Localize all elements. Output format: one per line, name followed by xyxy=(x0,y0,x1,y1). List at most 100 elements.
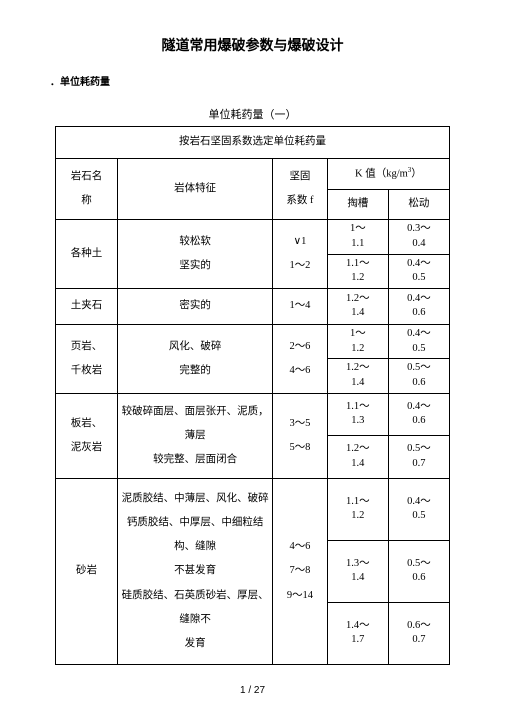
throw-cell: 1.1～1.2 xyxy=(327,478,388,540)
loose-cell: 0.5～0.6 xyxy=(388,540,449,602)
loose-cell: 0.3～0.4 xyxy=(388,220,449,254)
cell-text: 9～14 xyxy=(275,584,325,608)
coef-cell: 1～4 xyxy=(273,288,328,324)
cell-text: 1.4 xyxy=(330,571,386,586)
cell-text: 完整的 xyxy=(120,359,270,383)
cell-text: 1.2 xyxy=(330,509,386,524)
cell-text: 1.3～ xyxy=(330,557,386,572)
loose-cell: 0.4～0.5 xyxy=(388,324,449,358)
coef-cell: 2～6 4～6 xyxy=(273,324,328,393)
cell-text: 0.6～ xyxy=(391,619,447,634)
header-text: K 值（kg/m xyxy=(355,168,408,179)
cell-text: 1.7 xyxy=(330,633,386,648)
feature-cell: 风化、破碎 完整的 xyxy=(118,324,273,393)
cell-text: 1～ xyxy=(330,327,386,342)
header-text: 坚固 xyxy=(275,165,325,189)
cell-text: 5～8 xyxy=(275,436,325,460)
cell-text: 0.6 xyxy=(391,414,447,429)
cell-text: 1.4～ xyxy=(330,619,386,634)
feature-cell: 较松软 坚实的 xyxy=(118,220,273,289)
header-text: 系数 f xyxy=(275,189,325,213)
cell-text: 7～8 xyxy=(275,559,325,583)
cell-text: 0.5 xyxy=(391,509,447,524)
loose-cell: 0.5～0.7 xyxy=(388,436,449,479)
main-table: 按岩石坚固系数选定单位耗药量 岩石名 称 岩体特征 坚固 系数 f K 值（kg… xyxy=(55,126,450,665)
cell-text: 0.5 xyxy=(391,342,447,357)
cell-text: 1.2 xyxy=(330,271,386,286)
cell-text: 泥质胶结、中薄层、风化、破碎 xyxy=(120,487,270,511)
throw-cell: 1.2～1.4 xyxy=(327,359,388,393)
cell-text: 页岩、 xyxy=(58,335,115,359)
header-kvalue: K 值（kg/m3） xyxy=(327,158,449,189)
feature-cell: 泥质胶结、中薄层、风化、破碎 钙质胶结、中厚层、中细粒结构、缝隙 不甚发育 硅质… xyxy=(118,478,273,664)
cell-text: 泥灰岩 xyxy=(58,436,115,460)
loose-cell: 0.4～0.5 xyxy=(388,254,449,288)
cell-text: 0.4 xyxy=(391,237,447,252)
throw-cell: 1.2～1.4 xyxy=(327,288,388,324)
header-throw: 掏槽 xyxy=(327,190,388,220)
cell-text: 0.5～ xyxy=(391,557,447,572)
loose-cell: 0.4～0.6 xyxy=(388,393,449,436)
cell-text: 1.2～ xyxy=(330,442,386,457)
cell-text: 1～2 xyxy=(275,254,325,278)
rockname-cell: 各种土 xyxy=(56,220,118,289)
throw-cell: 1.3～1.4 xyxy=(327,540,388,602)
cell-text: 0.7 xyxy=(391,457,447,472)
header-feature: 岩体特征 xyxy=(118,158,273,219)
cell-text: 较破碎面层、面层张开、泥质，薄层 xyxy=(120,400,270,448)
cell-text: 风化、破碎 xyxy=(120,335,270,359)
header-rockname: 岩石名 称 xyxy=(56,158,118,219)
cell-text: 0.6 xyxy=(391,306,447,321)
header-loose: 松动 xyxy=(388,190,449,220)
throw-cell: 1.4～1.7 xyxy=(327,602,388,664)
cell-text: 坚实的 xyxy=(120,254,270,278)
cell-text: 1～ xyxy=(330,222,386,237)
cell-text: 4～6 xyxy=(275,359,325,383)
cell-text: 千枚岩 xyxy=(58,359,115,383)
coef-cell: 3～5 5～8 xyxy=(273,393,328,478)
cell-text: 0.4～ xyxy=(391,495,447,510)
header-coef: 坚固 系数 f xyxy=(273,158,328,219)
feature-cell: 密实的 xyxy=(118,288,273,324)
throw-cell: 1～1.1 xyxy=(327,220,388,254)
cell-text: 1.4 xyxy=(330,457,386,472)
cell-text: 0.4～ xyxy=(391,257,447,272)
cell-text: 0.5～ xyxy=(391,442,447,457)
cell-text: 0.7 xyxy=(391,633,447,648)
rockname-cell: 页岩、 千枚岩 xyxy=(56,324,118,393)
cell-text: 1.3 xyxy=(330,414,386,429)
throw-cell: 1.1～1.3 xyxy=(327,393,388,436)
cell-text: 1.2～ xyxy=(330,292,386,307)
cell-text: 0.4～ xyxy=(391,327,447,342)
cell-text: 1.4 xyxy=(330,376,386,391)
cell-text: 1.1～ xyxy=(330,257,386,272)
cell-text: 1.1～ xyxy=(330,495,386,510)
loose-cell: 0.4～0.6 xyxy=(388,288,449,324)
cell-text: 0.6 xyxy=(391,571,447,586)
header-text: 岩石名 xyxy=(58,165,115,189)
cell-text: 1.1～ xyxy=(330,400,386,415)
cell-text: 硅质胶结、石英质砂岩、厚层、缝隙不 xyxy=(120,584,270,632)
document-title: 隧道常用爆破参数与爆破设计 xyxy=(55,35,450,55)
cell-text: 4～6 xyxy=(275,535,325,559)
rockname-cell: 砂岩 xyxy=(56,478,118,664)
header-text: ） xyxy=(411,168,422,179)
loose-cell: 0.4～0.5 xyxy=(388,478,449,540)
cell-text: 发育 xyxy=(120,632,270,656)
header-text: 称 xyxy=(58,189,115,213)
loose-cell: 0.5～0.6 xyxy=(388,359,449,393)
table-subheader: 按岩石坚固系数选定单位耗药量 xyxy=(56,127,450,159)
cell-text: 较完整、层面闭合 xyxy=(120,448,270,472)
page-number: 1 / 27 xyxy=(0,685,505,696)
table-caption: 单位耗药量（一） xyxy=(55,106,450,122)
loose-cell: 0.6～0.7 xyxy=(388,602,449,664)
coef-cell: 4～6 7～8 9～14 xyxy=(273,478,328,664)
cell-text: 1.2 xyxy=(330,342,386,357)
throw-cell: 1～1.2 xyxy=(327,324,388,358)
feature-cell: 较破碎面层、面层张开、泥质，薄层 较完整、层面闭合 xyxy=(118,393,273,478)
rockname-cell: 板岩、 泥灰岩 xyxy=(56,393,118,478)
cell-text: 0.4～ xyxy=(391,400,447,415)
cell-text: 0.5 xyxy=(391,271,447,286)
coef-cell: ∨1 1～2 xyxy=(273,220,328,289)
cell-text: 1.4 xyxy=(330,306,386,321)
